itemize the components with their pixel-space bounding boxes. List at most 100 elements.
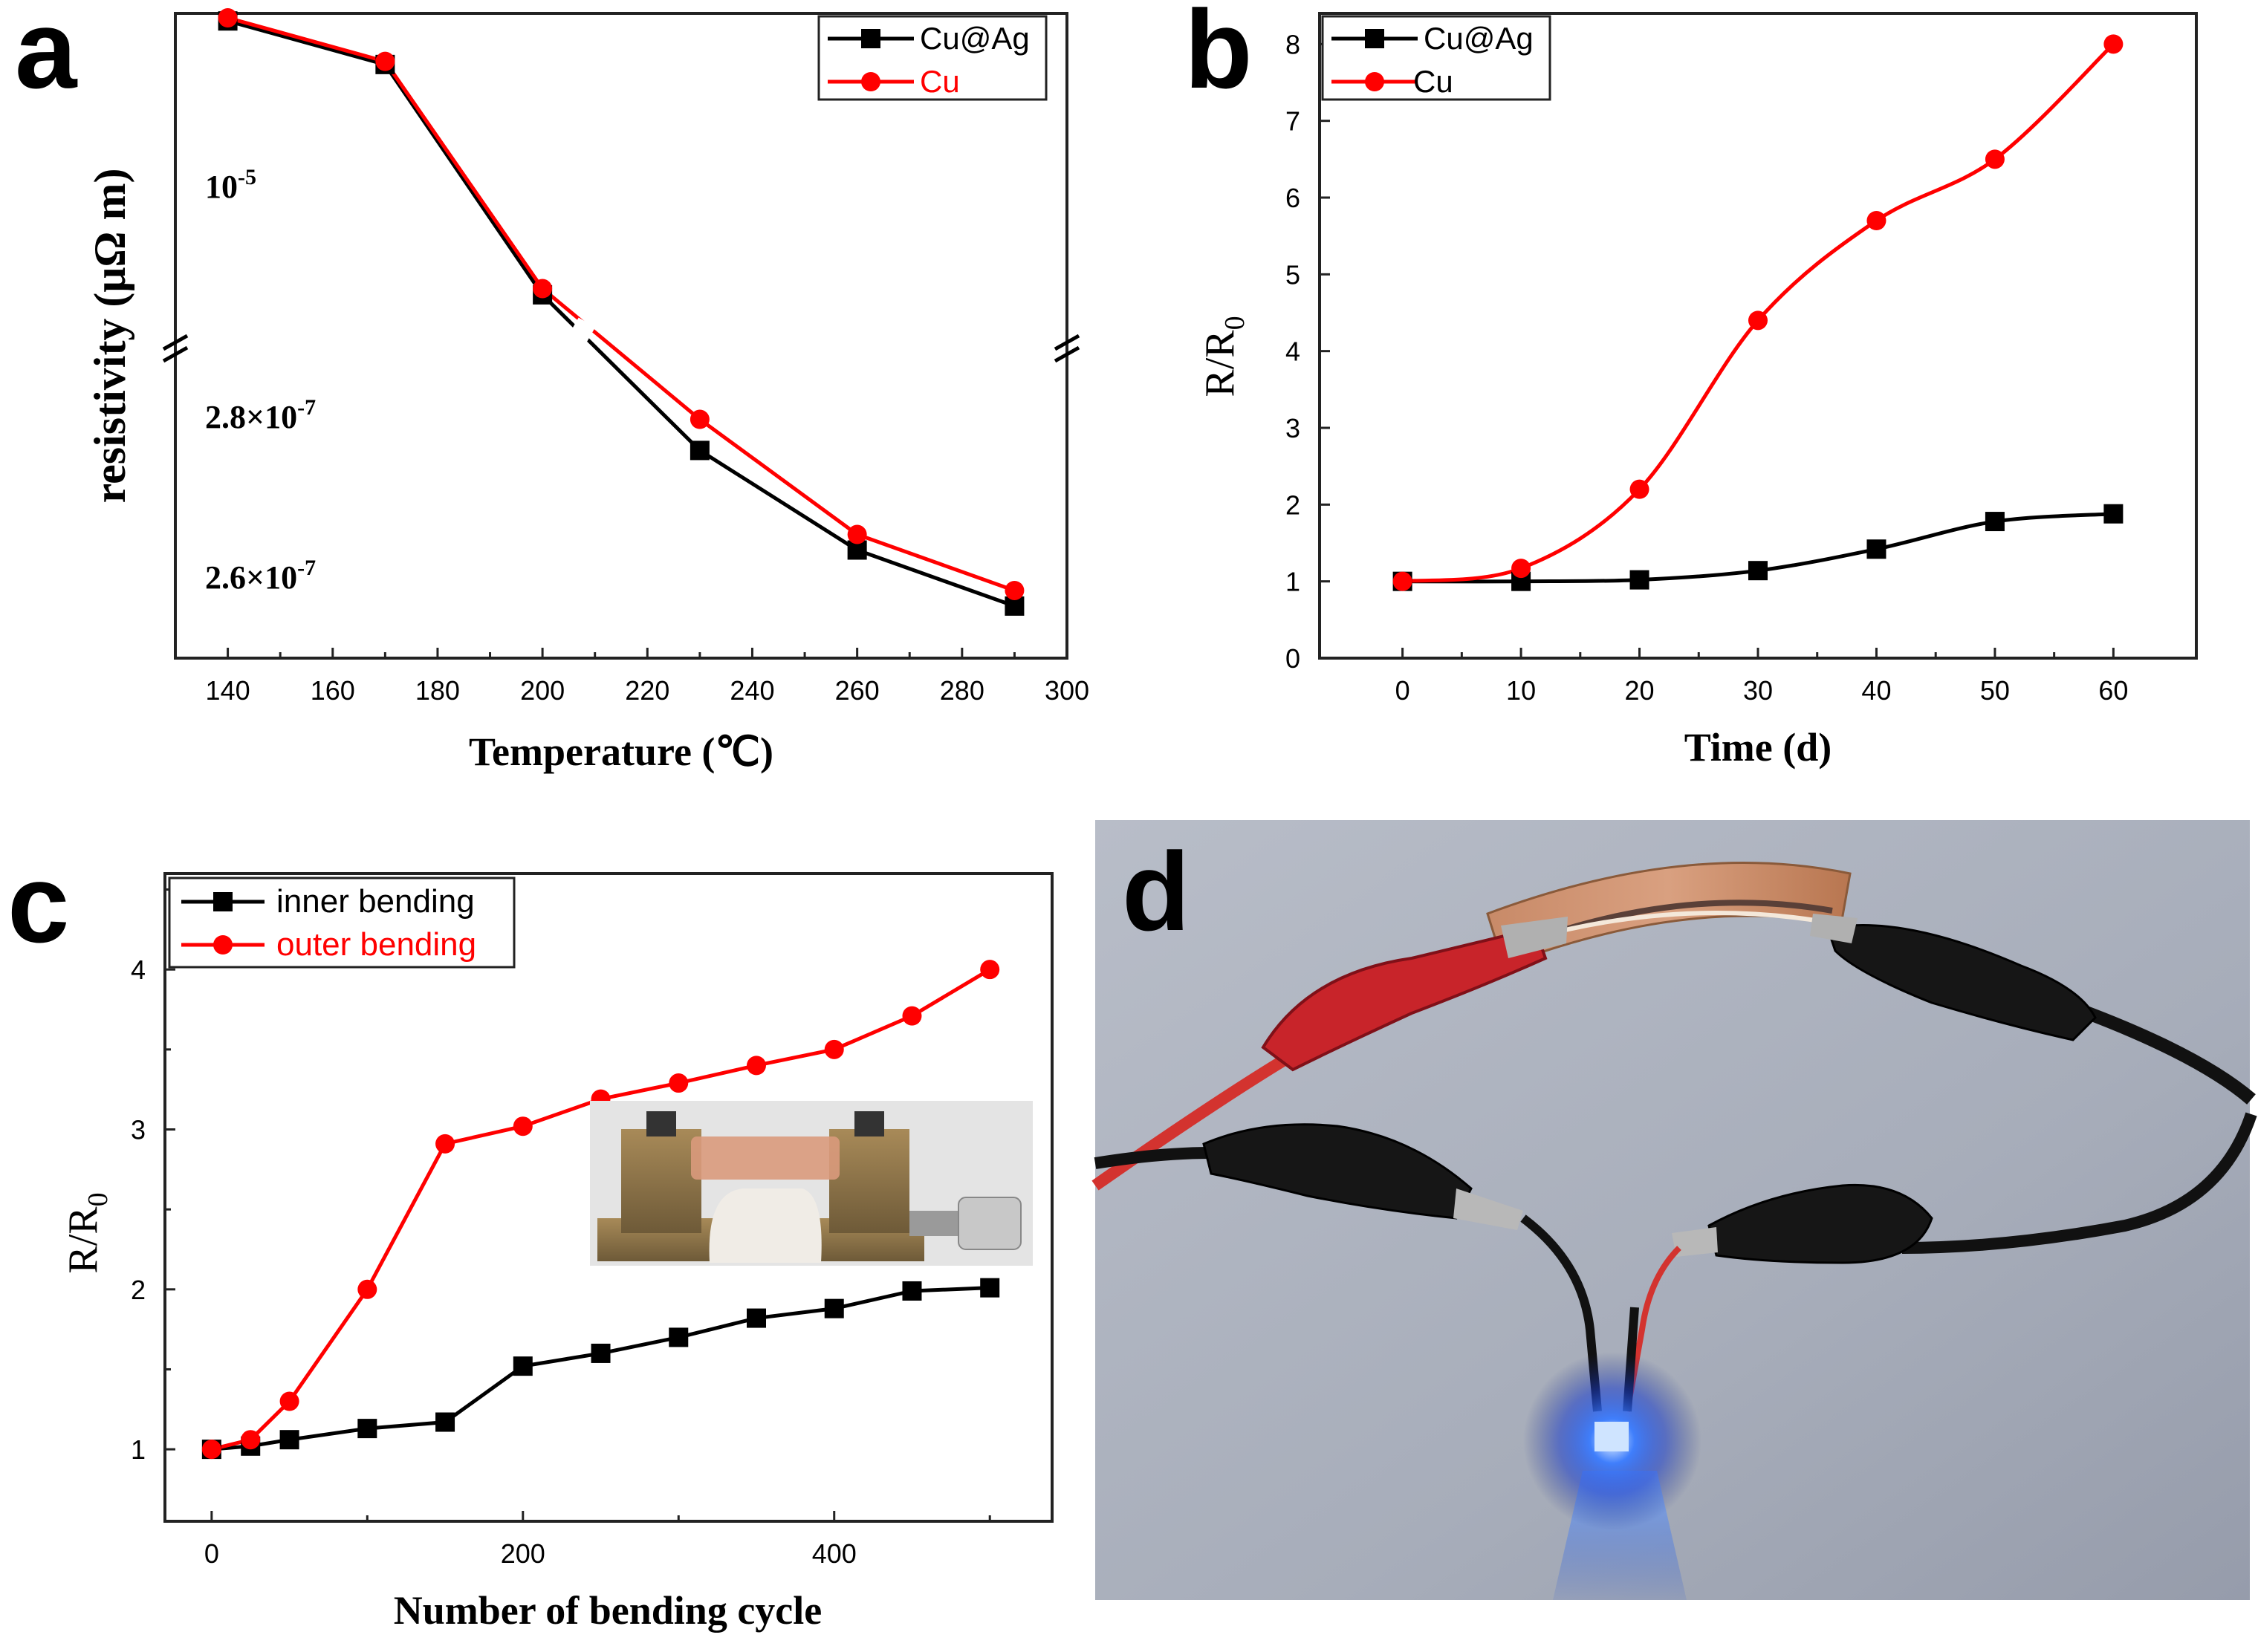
panel-label-c: c	[7, 841, 69, 966]
point-a-1-3	[690, 409, 710, 429]
x-tick-label-a-8: 300	[1045, 675, 1089, 706]
plot-frame-a	[174, 12, 1068, 660]
point-c-0-6	[591, 1343, 611, 1363]
point-c-0-9	[824, 1298, 844, 1318]
legend-a: Cu@Ag Cu	[817, 15, 1048, 101]
x-tick-label-b-4: 40	[1861, 675, 1891, 706]
photo-black-clip-lower	[1707, 1183, 1933, 1264]
legend-marker-a-cuag	[861, 29, 880, 48]
y-tick-label-a-0: 10-5	[205, 165, 256, 205]
legend-label-b-cu: Cu	[1413, 64, 1453, 99]
legend-box-b	[1321, 15, 1551, 101]
point-a-1-4	[847, 524, 867, 544]
series-a	[218, 8, 1025, 616]
y-tick-label-b-8: 8	[1285, 29, 1300, 59]
photo-led-lead-right	[1624, 1246, 1681, 1412]
panel-b: b 0 10 20 30 40 50 60 0 1 2 3 4 5 6 7 8 Time (d) R/R0 C…	[1184, 0, 2198, 770]
inset-fixture-left-block	[621, 1129, 701, 1233]
point-c-1-2	[279, 1391, 299, 1411]
y-axis-label-c: R/R0	[60, 1192, 114, 1273]
photo-led-lead-left	[1520, 1214, 1602, 1412]
point-c-0-2	[279, 1430, 299, 1450]
y-tick-label-b-1: 1	[1285, 567, 1300, 597]
point-c-0-3	[357, 1419, 377, 1439]
photo-black-wire-left	[1094, 1147, 1212, 1169]
legend-marker-a-cu	[861, 72, 880, 91]
legend-label-c-inner: inner bending	[276, 883, 475, 920]
line-break-gap-a	[556, 317, 596, 366]
legend-b: Cu@Ag Cu	[1321, 15, 1551, 101]
x-axis-label-c: Number of bending cycle	[394, 1588, 823, 1633]
point-c-0-11	[980, 1278, 1000, 1298]
y-tick-label-c-3: 4	[131, 955, 146, 985]
point-b-0-3	[1748, 561, 1768, 581]
photo-black-wire-top	[2077, 1004, 2256, 1105]
y-tick-label-b-2: 2	[1285, 490, 1300, 520]
x-tick-label-b-2: 20	[1625, 675, 1655, 706]
y-tick-label-c-2: 3	[131, 1114, 146, 1145]
panel-label-a: a	[15, 0, 78, 111]
legend-marker-b-cuag	[1365, 29, 1384, 48]
y-tick-label-b-0: 0	[1285, 643, 1300, 674]
point-b-1-3	[1748, 310, 1768, 331]
point-c-0-10	[902, 1281, 922, 1301]
x-axis-label-b: Time (d)	[1684, 725, 1832, 770]
point-c-0-4	[435, 1412, 455, 1432]
x-tick-label-b-5: 50	[1980, 675, 2010, 706]
photo-black-wire-right	[1901, 1112, 2257, 1254]
y-axis-label-c-main: R/R0	[60, 1192, 114, 1273]
y-tick-label-b-6: 6	[1285, 183, 1300, 213]
x-tick-label-a-7: 280	[940, 675, 984, 706]
y-tick-label-a-1: 2.8×10-7	[205, 395, 316, 435]
y-axis-label-b: R/R0	[1197, 316, 1250, 397]
x-axis-label-a: Temperature (℃)	[469, 729, 773, 774]
panel-a: a 10-5 2.8×10-7 2.6×10-7 140 160 180 200 220…	[15, 0, 1089, 774]
legend-marker-b-cu	[1365, 72, 1384, 91]
x-tick-label-b-3: 30	[1743, 675, 1773, 706]
point-b-0-4	[1866, 539, 1886, 559]
axis-break-left	[162, 334, 189, 363]
point-b-1-5	[1985, 149, 2005, 169]
point-a-0-3	[690, 440, 710, 461]
point-c-1-0	[201, 1440, 221, 1460]
x-tick-label-a-4: 220	[625, 675, 669, 706]
x-tick-label-a-1: 160	[311, 675, 355, 706]
panel-c: c 0 200 400 1 2 3 4 Number of bending cycle R/…	[7, 841, 1054, 1633]
point-b-1-6	[2103, 34, 2124, 54]
point-b-1-0	[1392, 571, 1412, 591]
point-c-1-5	[513, 1116, 533, 1136]
point-b-1-1	[1511, 559, 1531, 579]
x-tick-label-b-0: 0	[1395, 675, 1410, 706]
point-a-1-1	[375, 51, 395, 71]
inset-left-screw	[646, 1111, 676, 1136]
legend-box-a	[817, 15, 1048, 101]
x-tick-label-c-1: 200	[501, 1538, 545, 1569]
point-c-1-1	[241, 1430, 261, 1450]
x-tick-label-b-1: 10	[1506, 675, 1536, 706]
series-line-c-0	[211, 1286, 990, 1451]
point-a-1-5	[1005, 580, 1025, 600]
legend-label-b-cuag: Cu@Ag	[1424, 21, 1534, 56]
legend-label-c-outer: outer bending	[276, 926, 476, 963]
point-c-0-8	[747, 1308, 766, 1328]
panel-d-photo: d	[1091, 820, 2257, 1600]
y-tick-label-b-5: 5	[1285, 259, 1300, 290]
inset-fixture-photo	[590, 1101, 1033, 1266]
inset-right-screw	[854, 1111, 884, 1136]
point-c-1-9	[824, 1039, 844, 1059]
inset-fabric-sample	[709, 1188, 822, 1263]
y-tick-label-a-2: 2.6×10-7	[205, 556, 316, 596]
legend-label-a-cuag: Cu@Ag	[920, 21, 1030, 56]
x-tick-label-c-0: 0	[204, 1538, 219, 1569]
x-tick-label-b-6: 60	[2098, 675, 2128, 706]
legend-c: inner bending outer bending	[168, 877, 516, 969]
inset-knob	[958, 1197, 1022, 1250]
x-tick-label-a-0: 140	[206, 675, 250, 706]
photo-black-clip-left-jaw	[1453, 1188, 1523, 1230]
point-c-1-7	[669, 1073, 689, 1093]
axis-break-right	[1054, 334, 1080, 363]
inset-fixture-right-block	[829, 1129, 909, 1233]
y-tick-label-b-3: 3	[1285, 413, 1300, 443]
photo-black-clip-top	[1826, 924, 2097, 1041]
